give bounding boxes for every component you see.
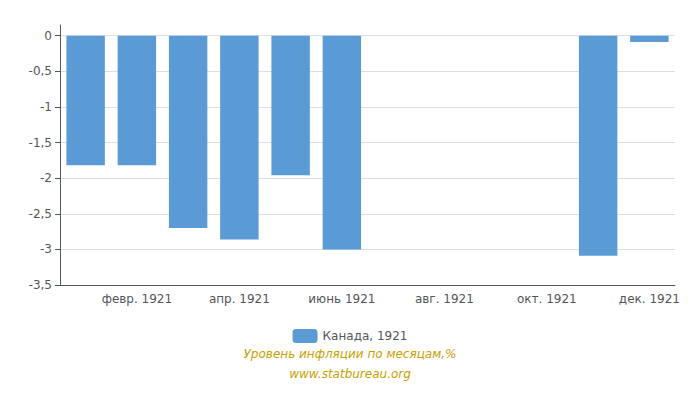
svg-text:июнь 1921: июнь 1921	[308, 292, 375, 306]
svg-text:февр. 1921: февр. 1921	[102, 292, 173, 306]
svg-text:0: 0	[44, 29, 52, 43]
svg-text:-1,5: -1,5	[29, 136, 52, 150]
svg-text:-2,5: -2,5	[29, 207, 52, 221]
svg-text:апр. 1921: апр. 1921	[209, 292, 270, 306]
svg-text:окт. 1921: окт. 1921	[517, 292, 577, 306]
svg-text:-0,5: -0,5	[29, 64, 52, 78]
svg-text:дек. 1921: дек. 1921	[619, 292, 680, 306]
svg-text:-3,5: -3,5	[29, 278, 52, 292]
svg-text:Уровень инфляции по месяцам,%: Уровень инфляции по месяцам,%	[244, 347, 457, 361]
svg-text:-3: -3	[40, 242, 52, 256]
svg-text:-2: -2	[40, 171, 52, 185]
svg-text:www.statbureau.org: www.statbureau.org	[289, 367, 411, 381]
svg-text:-1: -1	[40, 100, 52, 114]
svg-text:Канада, 1921: Канада, 1921	[323, 329, 408, 343]
svg-text:авг. 1921: авг. 1921	[415, 292, 474, 306]
